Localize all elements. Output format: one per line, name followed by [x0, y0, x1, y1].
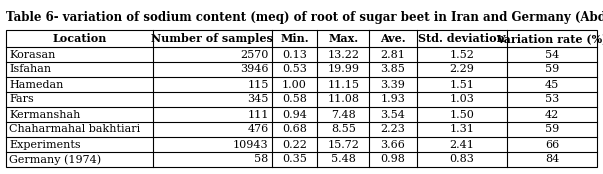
Text: 13.22: 13.22 [327, 49, 359, 60]
Text: 0.94: 0.94 [282, 109, 307, 120]
Text: Min.: Min. [280, 33, 309, 44]
Text: 2.23: 2.23 [380, 125, 405, 135]
Text: Max.: Max. [328, 33, 358, 44]
Text: 59: 59 [545, 65, 559, 74]
Text: 3.85: 3.85 [380, 65, 405, 74]
Text: 7.48: 7.48 [331, 109, 356, 120]
Text: Germany (1974): Germany (1974) [9, 154, 101, 165]
Text: 11.08: 11.08 [327, 94, 359, 105]
Text: Ave.: Ave. [380, 33, 406, 44]
Text: 3.39: 3.39 [380, 80, 405, 89]
Text: 0.98: 0.98 [380, 155, 405, 164]
Text: 59: 59 [545, 125, 559, 135]
Text: 11.15: 11.15 [327, 80, 359, 89]
Text: Std. deviation: Std. deviation [418, 33, 505, 44]
Text: 3.66: 3.66 [380, 140, 405, 149]
Text: 1.31: 1.31 [449, 125, 474, 135]
Text: 58: 58 [254, 155, 268, 164]
Text: Variation rate (%): Variation rate (%) [496, 33, 603, 44]
Text: 476: 476 [247, 125, 268, 135]
Text: 1.52: 1.52 [449, 49, 474, 60]
Text: Table 6- variation of sodium content (meq) of root of sugar beet in Iran and Ger: Table 6- variation of sodium content (me… [6, 11, 603, 24]
Text: Korasan: Korasan [9, 49, 55, 60]
Text: Hamedan: Hamedan [9, 80, 63, 89]
Text: 53: 53 [545, 94, 559, 105]
Text: 2.41: 2.41 [449, 140, 474, 149]
Text: 111: 111 [247, 109, 268, 120]
Text: 0.68: 0.68 [282, 125, 307, 135]
Text: 10943: 10943 [233, 140, 268, 149]
Text: 1.93: 1.93 [380, 94, 405, 105]
Text: 0.53: 0.53 [282, 65, 307, 74]
Bar [6, 30, 597, 167]
Text: 2.81: 2.81 [380, 49, 405, 60]
Text: 84: 84 [545, 155, 559, 164]
Text: 42: 42 [545, 109, 559, 120]
Text: 66: 66 [545, 140, 559, 149]
Text: 15.72: 15.72 [327, 140, 359, 149]
Text: Experiments: Experiments [9, 140, 81, 149]
Text: Isfahan: Isfahan [9, 65, 51, 74]
Text: 3946: 3946 [240, 65, 268, 74]
Text: 0.13: 0.13 [282, 49, 307, 60]
Text: 1.50: 1.50 [449, 109, 474, 120]
Text: 2570: 2570 [240, 49, 268, 60]
Text: 8.55: 8.55 [331, 125, 356, 135]
Text: 0.83: 0.83 [449, 155, 474, 164]
Text: Location: Location [52, 33, 107, 44]
Text: 0.22: 0.22 [282, 140, 307, 149]
Text: Kermanshah: Kermanshah [9, 109, 80, 120]
Text: 0.58: 0.58 [282, 94, 307, 105]
Text: 5.48: 5.48 [331, 155, 356, 164]
Text: 2.29: 2.29 [449, 65, 474, 74]
Text: 1.51: 1.51 [449, 80, 474, 89]
Text: 3.54: 3.54 [380, 109, 405, 120]
Text: 54: 54 [545, 49, 559, 60]
Text: 345: 345 [247, 94, 268, 105]
Text: 45: 45 [545, 80, 559, 89]
Text: 19.99: 19.99 [327, 65, 359, 74]
Text: Fars: Fars [9, 94, 34, 105]
Text: 1.00: 1.00 [282, 80, 307, 89]
Text: 115: 115 [247, 80, 268, 89]
Text: Number of samples: Number of samples [151, 33, 273, 44]
Text: 0.35: 0.35 [282, 155, 307, 164]
Text: Chaharmahal bakhtiari: Chaharmahal bakhtiari [9, 125, 140, 135]
Text: 1.03: 1.03 [449, 94, 474, 105]
